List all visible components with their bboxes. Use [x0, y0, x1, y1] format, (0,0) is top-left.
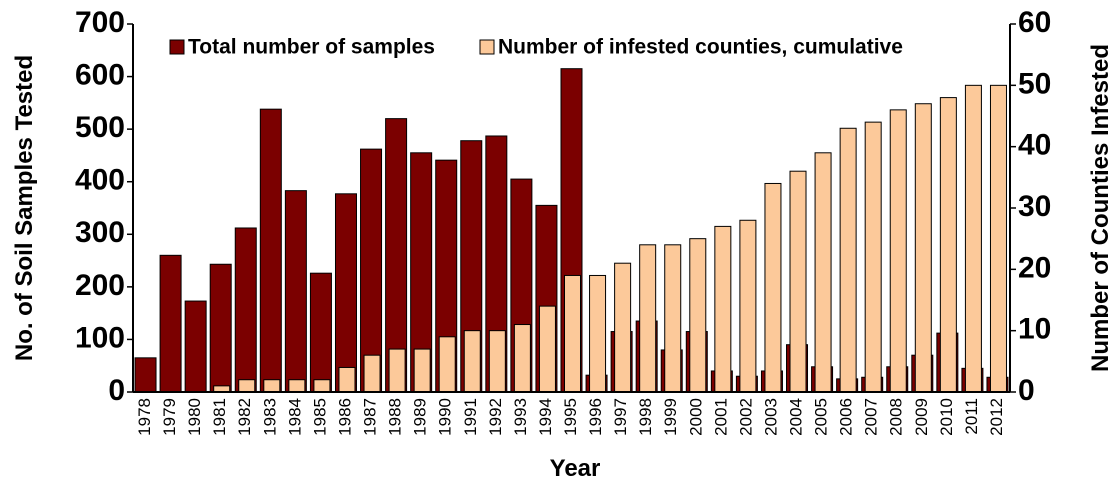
- bar: [238, 379, 256, 393]
- x-tick-label: 1993: [511, 398, 530, 436]
- x-tick-label: 1996: [586, 398, 605, 436]
- x-tick-label: 1982: [235, 398, 254, 436]
- x-axis-title: Year: [550, 455, 601, 481]
- bar: [463, 330, 481, 393]
- bar: [488, 330, 506, 393]
- bar: [388, 348, 406, 393]
- bar: [413, 348, 431, 393]
- y2-tick-label: 60: [1018, 6, 1051, 39]
- x-tick-label: 2006: [837, 398, 856, 436]
- x-tick-label: 2008: [887, 398, 906, 436]
- y2-tick-label: 20: [1018, 251, 1051, 284]
- x-tick-label: 1989: [411, 398, 430, 436]
- x-tick-label: 1980: [185, 398, 204, 436]
- y-tick-label: 500: [75, 111, 125, 144]
- bar: [338, 366, 356, 393]
- bar: [814, 152, 832, 393]
- bar: [914, 103, 932, 393]
- x-tick-label: 1988: [386, 398, 405, 436]
- bar: [564, 274, 581, 393]
- legend-label: Number of infested counties, cumulative: [498, 36, 903, 59]
- x-tick-label: 2011: [962, 398, 981, 435]
- bar: [614, 262, 632, 393]
- x-tick-label: 1987: [361, 398, 380, 436]
- x-tick-label: 1984: [285, 398, 304, 436]
- bar: [689, 238, 707, 393]
- x-tick-label: 2009: [912, 398, 931, 436]
- x-tick-label: 2012: [987, 398, 1006, 436]
- y-tick-label: 700: [75, 6, 125, 39]
- bar: [714, 225, 732, 393]
- y2-tick-label: 40: [1018, 129, 1051, 162]
- bar: [764, 182, 782, 393]
- x-tick-label: 2003: [761, 398, 780, 436]
- y-tick-label: 0: [108, 374, 125, 407]
- bar: [209, 263, 232, 393]
- y2-tick-label: 30: [1018, 190, 1051, 223]
- bar: [363, 354, 381, 393]
- bar: [889, 109, 907, 393]
- bar: [739, 219, 757, 393]
- bar: [134, 357, 157, 393]
- legend-label: Total number of samples: [188, 36, 435, 59]
- x-tick-label: 1979: [160, 398, 179, 436]
- x-tick-label: 2002: [736, 398, 755, 436]
- bar: [313, 379, 331, 393]
- bar: [438, 336, 456, 393]
- x-tick-label: 1983: [260, 398, 279, 436]
- bar: [334, 193, 357, 393]
- bar: [964, 84, 982, 393]
- x-tick-label: 2000: [686, 398, 705, 436]
- bar: [288, 379, 306, 393]
- x-tick-label: 1998: [636, 398, 655, 436]
- x-tick-label: 2010: [937, 398, 956, 436]
- bar: [789, 170, 807, 393]
- x-tick-label: 1990: [436, 398, 455, 436]
- bar: [284, 190, 307, 393]
- x-tick-label: 1992: [486, 398, 505, 436]
- y-tick-label: 600: [75, 58, 125, 91]
- x-tick-label: 1978: [135, 398, 154, 436]
- bar: [589, 274, 607, 393]
- bar: [538, 305, 556, 393]
- y-axis-title: No. of Soil Samples Tested: [11, 55, 38, 361]
- bar: [234, 227, 257, 393]
- bar: [989, 84, 1007, 393]
- x-tick-label: 2004: [786, 398, 805, 436]
- legend-swatch: [169, 39, 185, 55]
- x-tick-label: 2005: [812, 398, 831, 436]
- x-tick-label: 1999: [661, 398, 680, 436]
- x-tick-label: 1991: [461, 398, 480, 436]
- y2-tick-label: 0: [1018, 374, 1035, 407]
- bar: [513, 324, 531, 393]
- x-tick-label: 1985: [310, 398, 329, 436]
- y-tick-label: 200: [75, 269, 125, 302]
- y2-axis-title: Number of Counties Infested: [1087, 44, 1113, 372]
- y-tick-label: 300: [75, 216, 125, 249]
- legend-swatch: [479, 39, 495, 55]
- y2-tick-label: 10: [1018, 313, 1051, 346]
- bar: [639, 244, 657, 393]
- x-tick-label: 2001: [711, 398, 730, 436]
- bar: [184, 300, 207, 393]
- y2-tick-label: 50: [1018, 67, 1051, 100]
- x-tick-label: 1981: [210, 398, 229, 436]
- bar: [159, 254, 182, 393]
- x-tick-label: 2007: [862, 398, 881, 436]
- x-tick-label: 1997: [611, 398, 630, 436]
- x-tick-label: 1994: [536, 398, 555, 436]
- x-tick-label: 1995: [561, 398, 580, 436]
- bar: [259, 108, 282, 393]
- bar: [939, 97, 957, 393]
- bar: [309, 272, 332, 393]
- bar: [263, 379, 281, 393]
- bar: [839, 127, 857, 393]
- y-tick-label: 400: [75, 164, 125, 197]
- bar: [864, 121, 882, 393]
- y-tick-label: 100: [75, 321, 125, 354]
- bar: [664, 244, 682, 393]
- x-tick-label: 1986: [335, 398, 354, 436]
